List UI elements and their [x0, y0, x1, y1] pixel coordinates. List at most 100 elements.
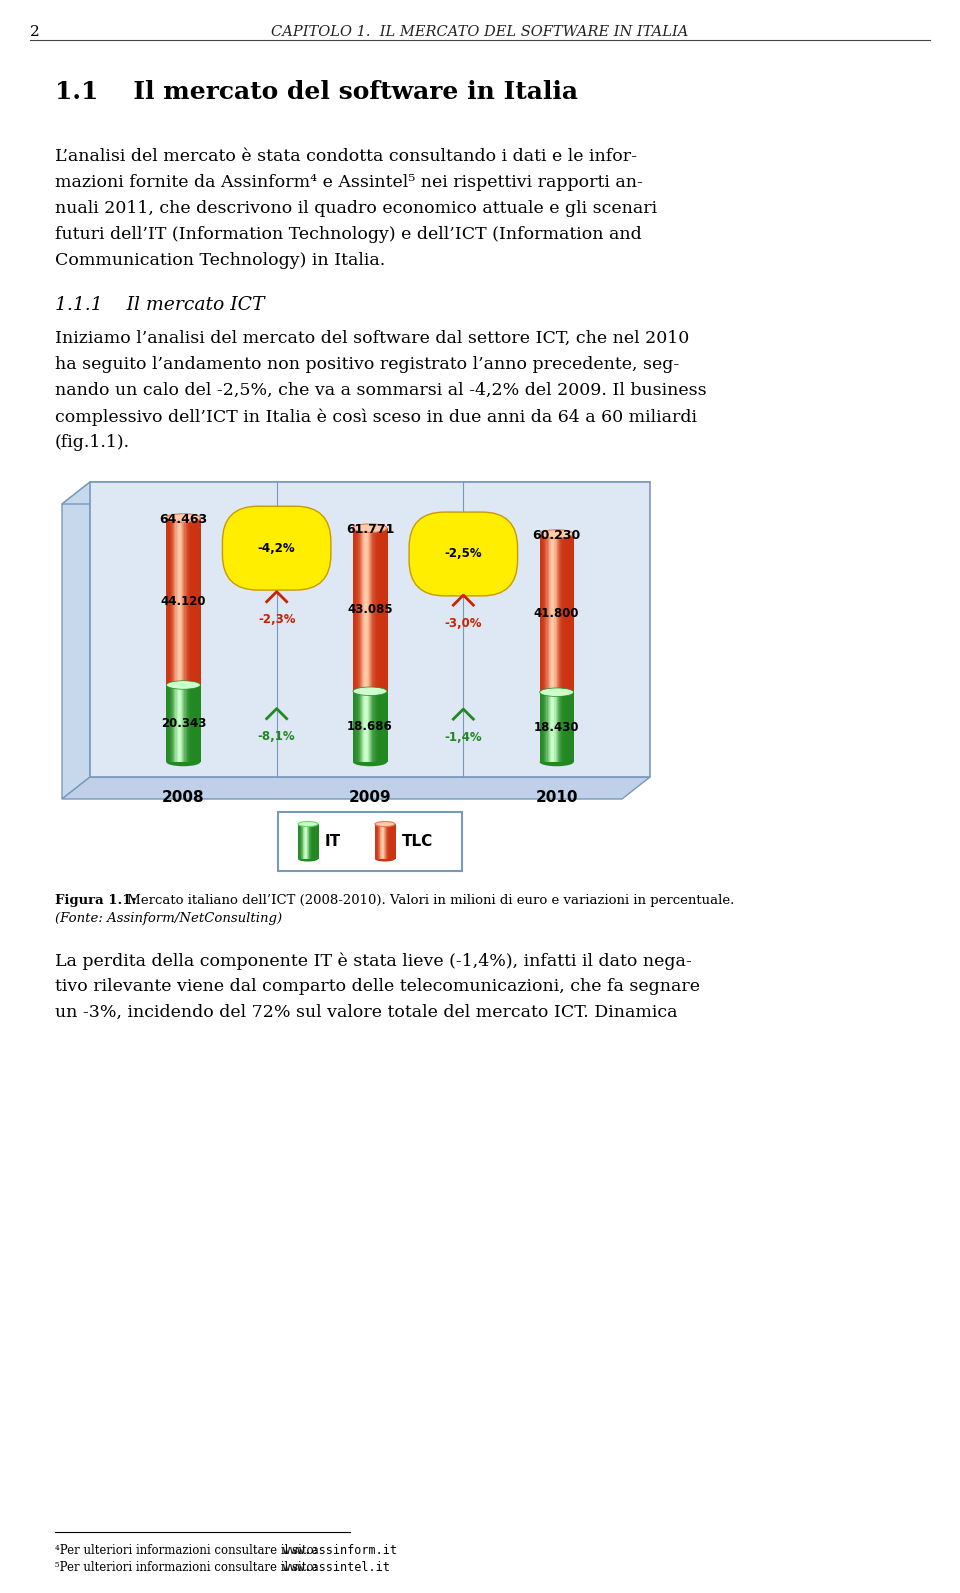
Bar — [354, 529, 356, 691]
Bar — [169, 685, 170, 761]
Bar — [386, 691, 388, 761]
Bar — [177, 685, 179, 761]
Text: 2009: 2009 — [348, 790, 392, 804]
Bar — [553, 693, 555, 761]
Bar — [545, 534, 547, 693]
Bar — [189, 518, 191, 685]
Bar — [194, 518, 195, 685]
Bar — [194, 685, 195, 761]
Bar — [381, 529, 383, 691]
Bar — [382, 824, 383, 859]
Text: Figura 1.1:: Figura 1.1: — [55, 894, 136, 906]
Bar — [564, 693, 566, 761]
Bar — [360, 529, 361, 691]
Bar — [560, 534, 562, 693]
Bar — [542, 534, 543, 693]
Bar — [304, 824, 306, 859]
Bar — [170, 685, 172, 761]
Bar — [546, 534, 548, 693]
Bar — [379, 824, 380, 859]
Bar — [304, 824, 305, 859]
Bar — [395, 824, 396, 859]
Bar — [317, 824, 318, 859]
Bar — [540, 693, 542, 761]
Bar — [370, 529, 372, 691]
Bar — [387, 824, 388, 859]
Bar — [196, 518, 198, 685]
Bar — [309, 824, 310, 859]
Bar — [175, 518, 176, 685]
Text: mazioni fornite da Assinform⁴ e Assintel⁵ nei rispettivi rapporti an-: mazioni fornite da Assinform⁴ e Assintel… — [55, 174, 643, 191]
Bar — [306, 824, 308, 859]
Bar — [177, 518, 179, 685]
Bar — [310, 824, 311, 859]
Text: 61.771: 61.771 — [346, 523, 395, 537]
Bar — [182, 518, 183, 685]
Bar — [546, 693, 548, 761]
Bar — [540, 534, 541, 693]
Ellipse shape — [166, 758, 201, 766]
Bar — [311, 824, 313, 859]
Text: -3,0%: -3,0% — [444, 616, 482, 629]
Text: www.assintel.it: www.assintel.it — [283, 1561, 390, 1574]
Bar — [550, 534, 551, 693]
Bar — [166, 685, 168, 761]
Bar — [197, 685, 199, 761]
Ellipse shape — [540, 688, 574, 696]
Text: La perdita della componente IT è stata lieve (-1,4%), infatti il dato nega-: La perdita della componente IT è stata l… — [55, 953, 692, 970]
Bar — [178, 518, 180, 685]
Text: Mercato italiano dell’ICT (2008-2010). Valori in milioni di euro e variazioni in: Mercato italiano dell’ICT (2008-2010). V… — [123, 894, 734, 906]
Bar — [375, 529, 377, 691]
Bar — [564, 534, 566, 693]
Bar — [384, 691, 385, 761]
Text: Communication Technology) in Italia.: Communication Technology) in Italia. — [55, 252, 385, 269]
Text: -2,5%: -2,5% — [444, 548, 482, 561]
Bar — [382, 691, 384, 761]
Bar — [386, 824, 388, 859]
Bar — [373, 529, 375, 691]
Bar — [167, 685, 169, 761]
Bar — [391, 824, 392, 859]
Bar — [184, 685, 186, 761]
Bar — [392, 824, 393, 859]
Bar — [356, 691, 358, 761]
Bar — [381, 691, 383, 761]
Bar — [359, 529, 360, 691]
Bar — [375, 691, 377, 761]
Bar — [307, 824, 308, 859]
Bar — [361, 529, 363, 691]
Polygon shape — [62, 777, 650, 800]
Bar — [558, 534, 560, 693]
Bar — [566, 534, 568, 693]
Bar — [360, 691, 361, 761]
Bar — [311, 824, 312, 859]
Text: 2008: 2008 — [162, 790, 204, 804]
Bar — [381, 824, 382, 859]
Text: 2: 2 — [30, 25, 39, 38]
Text: tivo rilevante viene dal comparto delle telecomunicazioni, che fa segnare: tivo rilevante viene dal comparto delle … — [55, 978, 700, 996]
Bar — [572, 693, 574, 761]
Bar — [382, 529, 384, 691]
Bar — [353, 691, 354, 761]
Bar — [383, 824, 384, 859]
Bar — [176, 685, 177, 761]
Bar — [175, 685, 176, 761]
Polygon shape — [62, 483, 650, 503]
Bar — [173, 685, 175, 761]
Bar — [355, 691, 357, 761]
Bar — [385, 824, 386, 859]
Bar — [380, 529, 382, 691]
Bar — [543, 693, 544, 761]
Ellipse shape — [375, 857, 395, 862]
Bar — [549, 534, 550, 693]
Ellipse shape — [166, 680, 201, 690]
Bar — [375, 824, 376, 859]
Bar — [380, 824, 381, 859]
Bar — [183, 518, 185, 685]
Bar — [552, 693, 554, 761]
Bar — [185, 518, 187, 685]
Bar — [386, 824, 387, 859]
Text: ⁵Per ulteriori informazioni consultare il sito:: ⁵Per ulteriori informazioni consultare i… — [55, 1561, 322, 1574]
Bar — [558, 693, 560, 761]
Bar — [180, 685, 181, 761]
